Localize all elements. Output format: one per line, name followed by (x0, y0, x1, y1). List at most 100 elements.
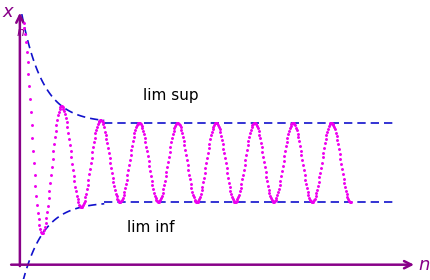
Point (67, 149, 74, 153)
Point (62, 116, 69, 120)
Point (50, 149, 57, 154)
Point (138, 123, 144, 128)
Point (315, 175, 322, 179)
Point (151, 193, 158, 198)
Point (283, 140, 289, 144)
Point (294, 135, 301, 139)
Point (233, 197, 240, 202)
Point (174, 121, 181, 125)
Point (249, 122, 256, 126)
Point (319, 150, 326, 155)
Point (63, 120, 70, 125)
Point (282, 144, 289, 149)
Point (161, 179, 168, 183)
Point (299, 163, 306, 168)
Point (57, 105, 64, 109)
Point (199, 180, 206, 185)
Point (323, 129, 330, 134)
Point (285, 129, 292, 133)
Point (25, 71, 32, 76)
Point (229, 197, 236, 201)
Point (236, 189, 243, 194)
Point (187, 182, 194, 186)
Point (332, 130, 338, 135)
Point (135, 121, 141, 125)
Point (43, 216, 49, 220)
Point (139, 129, 146, 133)
Point (105, 151, 112, 155)
Point (199, 184, 206, 189)
Point (33, 194, 40, 198)
Point (280, 154, 287, 158)
Point (54, 118, 61, 122)
Point (88, 156, 95, 160)
Point (53, 123, 60, 127)
Point (329, 121, 335, 126)
Point (70, 173, 77, 178)
Point (83, 191, 89, 196)
Point (173, 121, 180, 125)
Point (28, 123, 35, 127)
Point (227, 192, 234, 196)
Point (156, 199, 163, 204)
Point (177, 125, 184, 130)
Point (303, 186, 310, 191)
Point (147, 174, 154, 178)
Point (208, 130, 215, 134)
Point (101, 130, 108, 134)
Point (203, 161, 209, 165)
Point (38, 231, 45, 235)
Point (174, 120, 181, 125)
Point (175, 122, 182, 126)
Point (189, 193, 196, 197)
Point (59, 105, 66, 109)
Point (128, 148, 135, 153)
Point (26, 84, 33, 88)
Point (265, 191, 272, 195)
Point (335, 152, 342, 156)
Point (90, 140, 97, 144)
Point (110, 180, 117, 184)
Point (272, 198, 279, 202)
Point (41, 225, 48, 230)
Text: $n$: $n$ (417, 256, 429, 274)
Point (260, 160, 267, 164)
Point (106, 155, 113, 160)
Point (140, 132, 147, 136)
Point (167, 140, 174, 144)
Point (114, 198, 121, 203)
Point (196, 194, 203, 199)
Point (302, 182, 309, 187)
Point (214, 123, 221, 127)
Point (118, 197, 125, 202)
Point (34, 211, 41, 215)
Point (290, 122, 297, 126)
Point (305, 195, 312, 200)
Point (77, 205, 84, 209)
Point (224, 176, 231, 180)
Point (237, 185, 243, 190)
Point (96, 118, 103, 123)
Point (141, 136, 148, 140)
Point (187, 186, 194, 190)
Point (137, 122, 144, 126)
Point (166, 145, 173, 149)
Point (68, 155, 74, 160)
Point (212, 121, 219, 125)
Point (73, 193, 80, 198)
Point (217, 134, 224, 138)
Point (211, 121, 218, 126)
Point (89, 145, 96, 150)
Point (231, 200, 238, 204)
Point (86, 172, 92, 176)
Point (193, 200, 200, 204)
Point (178, 131, 185, 135)
Point (154, 199, 160, 204)
Point (58, 104, 64, 109)
Point (342, 192, 349, 197)
Point (274, 190, 281, 195)
Point (245, 134, 252, 139)
Point (198, 188, 205, 193)
Point (338, 172, 345, 176)
Point (221, 156, 228, 161)
